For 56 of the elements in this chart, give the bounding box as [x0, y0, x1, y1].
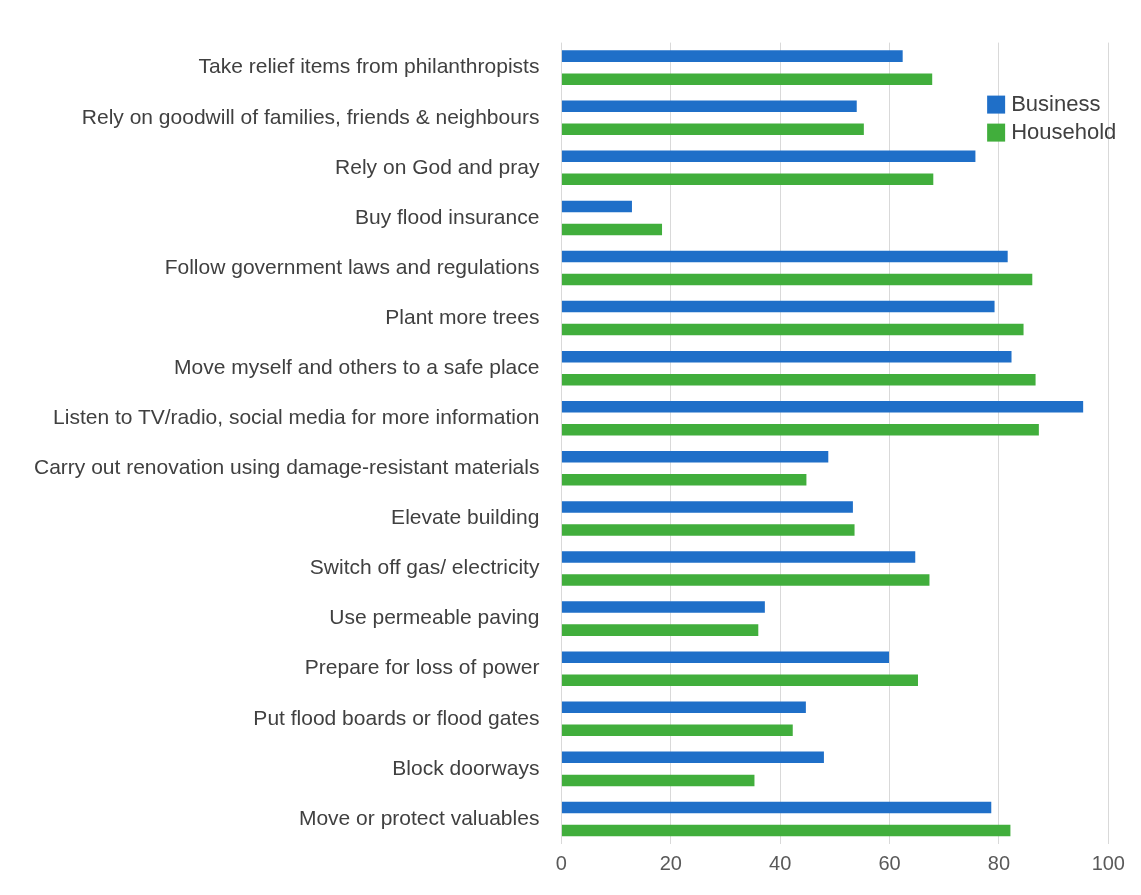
y-tick-label: Elevate building [391, 505, 540, 529]
bar [561, 751, 824, 764]
y-tick-label: Follow government laws and regulations [164, 254, 540, 278]
bar [561, 323, 1024, 336]
y-tick-label: Rely on God and pray [335, 154, 540, 178]
bar [561, 350, 1012, 363]
bar [561, 223, 663, 236]
bar [561, 373, 1036, 386]
bar [561, 400, 1084, 413]
bar [561, 801, 992, 814]
y-tick-label: Rely on goodwill of families, friends & neighbours [81, 104, 540, 128]
x-tick-label: 40 [769, 851, 792, 874]
y-tick-label: Block doorways [392, 755, 540, 779]
legend-label: Household [1011, 118, 1117, 144]
bar [561, 701, 806, 714]
bar [561, 774, 755, 787]
bar [561, 824, 1011, 837]
bar [561, 273, 1033, 286]
bar [561, 73, 933, 85]
y-tick-label: Move myself and others to a safe place [174, 354, 540, 378]
bar [561, 551, 916, 563]
bar [561, 451, 829, 463]
bar [561, 624, 759, 636]
x-tick-label: 100 [1091, 851, 1125, 874]
bar [561, 200, 632, 213]
y-tick-label: Switch off gas/ electricity [309, 555, 540, 579]
y-tick-label: Prepare for loss of power [304, 655, 540, 679]
x-tick-label: 20 [659, 851, 682, 874]
x-tick-label: 80 [987, 851, 1011, 874]
x-tick-label: 0 [555, 851, 567, 874]
bar [561, 150, 976, 163]
y-tick-label: Listen to TV/radio, social media for more information [53, 405, 540, 429]
bar [561, 724, 793, 737]
y-tick-label: Buy flood insurance [354, 204, 540, 228]
y-tick-label: Put flood boards or flood gates [253, 705, 540, 729]
y-tick-label: Use permeable paving [329, 605, 540, 629]
y-tick-label: Carry out renovation using damage-resistant materials [34, 455, 540, 479]
bar [561, 524, 855, 536]
bar [561, 100, 857, 112]
bar [561, 50, 903, 62]
y-tick-label: Move or protect valuables [298, 805, 540, 829]
bar [561, 501, 853, 513]
bar [561, 601, 765, 613]
bar [561, 123, 864, 136]
x-tick-label: 60 [878, 851, 901, 874]
bar [561, 651, 889, 663]
bar [561, 674, 918, 686]
bar [561, 474, 807, 486]
bar [561, 300, 995, 313]
y-tick-label: Plant more trees [385, 304, 540, 328]
bar [561, 173, 934, 186]
bar [561, 574, 930, 586]
bar [561, 250, 1008, 263]
bar [561, 424, 1039, 436]
y-tick-label: Take relief items from philanthropists [198, 54, 540, 78]
legend-label: Business [1011, 90, 1101, 116]
